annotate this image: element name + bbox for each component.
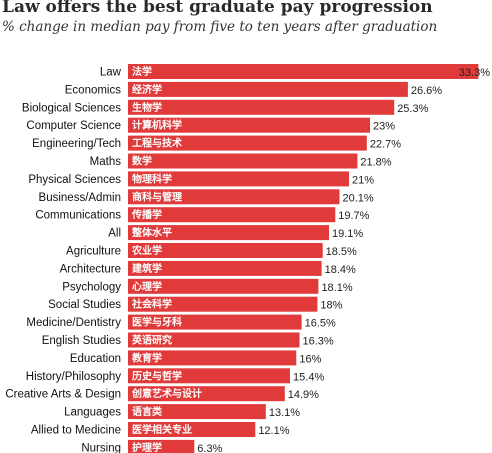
bar (128, 260, 322, 276)
chart-title: Law offers the best graduate pay progres… (2, 0, 433, 17)
value-label: 25.3% (397, 103, 428, 115)
bar (128, 350, 297, 366)
value-label: 21.8% (360, 157, 391, 169)
bar (128, 153, 358, 169)
category-label: Engineering/Tech (32, 138, 121, 150)
bar (128, 225, 329, 241)
bar (128, 332, 300, 348)
value-label: 22.7% (370, 139, 401, 151)
category-label: Education (70, 353, 121, 365)
bar (128, 404, 266, 420)
category-label: Law (100, 67, 122, 79)
value-label: 18.4% (325, 264, 356, 276)
value-label: 18.1% (321, 282, 352, 294)
value-label: 21% (352, 174, 374, 186)
chinese-category-label: 整体水平 (131, 226, 172, 239)
bar (128, 439, 195, 453)
bar (128, 296, 318, 312)
category-label: Architecture (60, 263, 121, 275)
value-label: 6.3% (197, 443, 222, 453)
category-label: Computer Science (26, 120, 121, 132)
chinese-category-label: 法学 (132, 65, 152, 78)
category-label: Agriculture (66, 246, 121, 258)
category-label: All (108, 228, 121, 240)
category-label: Physical Sciences (28, 174, 121, 186)
value-label: 19.7% (338, 210, 369, 222)
value-label: 14.9% (288, 389, 319, 401)
category-label: Allied to Medicine (31, 425, 121, 437)
chinese-category-label: 农业学 (131, 244, 162, 257)
bar (128, 117, 370, 133)
value-label: 16% (299, 353, 321, 365)
bar (128, 314, 302, 330)
chinese-category-label: 建筑学 (131, 262, 162, 275)
chinese-category-label: 教育学 (131, 351, 162, 364)
category-label: Nursing (81, 442, 121, 453)
category-label: Maths (90, 156, 122, 168)
category-label: Creative Arts & Design (5, 389, 121, 401)
category-label: Economics (65, 84, 121, 96)
value-label: 18.5% (326, 246, 357, 258)
category-label: Languages (64, 407, 121, 419)
bar (128, 135, 367, 151)
bar (128, 81, 408, 97)
value-label: 33.3% (459, 67, 490, 79)
chinese-category-label: 社会科学 (131, 298, 172, 311)
chinese-category-label: 心理学 (132, 280, 162, 293)
chinese-category-label: 历史与哲学 (132, 369, 182, 382)
value-label: 12.1% (258, 425, 289, 437)
bar (128, 207, 336, 223)
value-label: 23% (373, 121, 395, 133)
bar (128, 278, 319, 294)
bar (128, 99, 395, 115)
category-label: Psychology (62, 281, 121, 293)
chinese-category-label: 医学相关专业 (132, 423, 192, 436)
category-label: English Studies (42, 335, 122, 347)
bar (128, 386, 285, 402)
value-label: 15.4% (293, 371, 324, 383)
value-label: 19.1% (332, 228, 363, 240)
category-label: Social Studies (48, 299, 121, 311)
value-label: 26.6% (411, 85, 442, 97)
bar (128, 243, 323, 258)
chinese-category-label: 创意艺术与设计 (131, 387, 202, 400)
chinese-category-label: 传播学 (131, 208, 162, 221)
chinese-category-label: 医学与牙科 (132, 316, 182, 329)
bar (128, 189, 340, 205)
category-label: Medicine/Dentistry (26, 317, 121, 329)
bar (128, 368, 290, 384)
category-label: Biological Sciences (22, 102, 121, 114)
value-label: 13.1% (269, 407, 300, 419)
bar (128, 422, 256, 437)
bar (128, 64, 479, 79)
value-label: 16.5% (305, 318, 336, 330)
value-label: 16.3% (303, 336, 334, 348)
category-label: Business/Admin (39, 192, 121, 204)
chinese-category-label: 商科与管理 (132, 190, 182, 203)
chinese-category-label: 计算机科学 (132, 119, 182, 132)
bar (128, 171, 349, 187)
chinese-category-label: 经济学 (132, 83, 162, 96)
chinese-category-label: 物理科学 (132, 172, 172, 185)
chinese-category-label: 生物学 (132, 101, 162, 114)
chinese-category-label: 英语研究 (131, 334, 172, 347)
value-label: 18% (320, 300, 342, 312)
chinese-category-label: 语言类 (132, 405, 162, 418)
category-label: History/Philosophy (26, 371, 121, 383)
category-label: Communications (35, 210, 121, 222)
chinese-category-label: 数学 (132, 155, 152, 168)
chinese-category-label: 护理学 (132, 441, 162, 453)
chart-subtitle: % change in median pay from five to ten … (2, 19, 438, 35)
chinese-category-label: 工程与技术 (132, 137, 182, 150)
value-label: 20.1% (342, 192, 373, 204)
